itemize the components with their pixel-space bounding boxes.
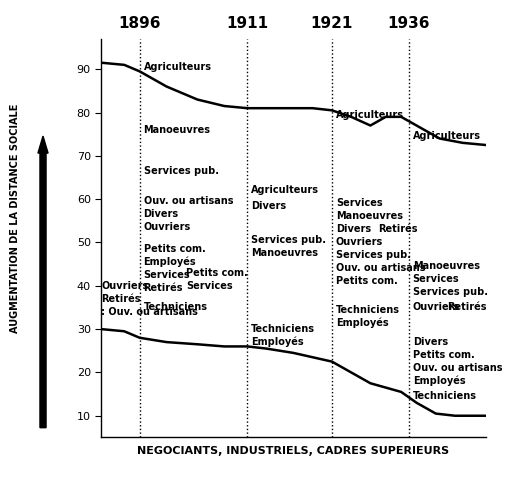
Text: Techniciens: Techniciens: [335, 305, 399, 314]
Text: Services: Services: [335, 198, 382, 208]
Text: Services pub.: Services pub.: [143, 166, 218, 176]
Text: Employés: Employés: [335, 317, 388, 328]
Text: Manoeuvres: Manoeuvres: [412, 261, 479, 271]
Text: Agriculteurs: Agriculteurs: [412, 131, 480, 141]
X-axis label: NEGOCIANTS, INDUSTRIELS, CADRES SUPERIEURS: NEGOCIANTS, INDUSTRIELS, CADRES SUPERIEU…: [137, 446, 448, 456]
Text: Employés: Employés: [250, 337, 303, 347]
Text: Manoeuvres: Manoeuvres: [335, 211, 402, 222]
Text: Ouv. ou artisans: Ouv. ou artisans: [143, 196, 232, 207]
Text: Ouv. ou artisans: Ouv. ou artisans: [412, 363, 501, 373]
Text: Techniciens: Techniciens: [412, 391, 476, 401]
Text: Divers: Divers: [412, 337, 447, 347]
Text: 1896: 1896: [118, 16, 161, 31]
Text: Techniciens: Techniciens: [250, 324, 315, 334]
Text: Services pub.: Services pub.: [335, 250, 410, 260]
Text: Petits com.: Petits com.: [412, 350, 474, 360]
Text: Agriculteurs: Agriculteurs: [250, 186, 319, 195]
Text: Ouvriers: Ouvriers: [143, 222, 190, 232]
Text: Employés: Employés: [143, 257, 196, 267]
Text: Divers: Divers: [335, 225, 370, 234]
Text: Petits com.: Petits com.: [335, 277, 397, 286]
Text: Retirés: Retirés: [143, 283, 183, 293]
Text: Services: Services: [143, 270, 190, 280]
Text: Services: Services: [412, 274, 459, 284]
Text: Retirés: Retirés: [377, 225, 417, 234]
Text: Ouvriers: Ouvriers: [335, 238, 382, 247]
Text: 1921: 1921: [310, 16, 352, 31]
Text: Divers: Divers: [143, 209, 178, 219]
Text: Services: Services: [185, 281, 232, 291]
Text: Retirés: Retirés: [101, 294, 140, 304]
Text: Manoeuvres: Manoeuvres: [143, 125, 210, 135]
Text: Petits com.: Petits com.: [185, 268, 247, 278]
Text: Manoeuvres: Manoeuvres: [250, 248, 318, 258]
Text: AUGMENTATION DE LA DISTANCE SOCIALE: AUGMENTATION DE LA DISTANCE SOCIALE: [10, 104, 20, 333]
Text: Ouvriers: Ouvriers: [101, 281, 148, 291]
Text: Ouv. ou artisans: Ouv. ou artisans: [335, 263, 424, 274]
Text: Retirés: Retirés: [446, 302, 486, 312]
Text: Services pub.: Services pub.: [412, 287, 487, 297]
Text: Ouvriers: Ouvriers: [412, 302, 459, 312]
Text: Employés: Employés: [412, 376, 465, 386]
Text: Agriculteurs: Agriculteurs: [143, 62, 211, 72]
Text: Agriculteurs: Agriculteurs: [335, 110, 403, 120]
Text: Services pub.: Services pub.: [250, 235, 326, 245]
Text: Techniciens: Techniciens: [143, 302, 207, 312]
Text: 1936: 1936: [387, 16, 429, 31]
Text: : Ouv. ou artisans: : Ouv. ou artisans: [101, 307, 197, 317]
Text: Petits com.: Petits com.: [143, 244, 205, 254]
Text: 1911: 1911: [226, 16, 268, 31]
Text: Divers: Divers: [250, 201, 286, 210]
